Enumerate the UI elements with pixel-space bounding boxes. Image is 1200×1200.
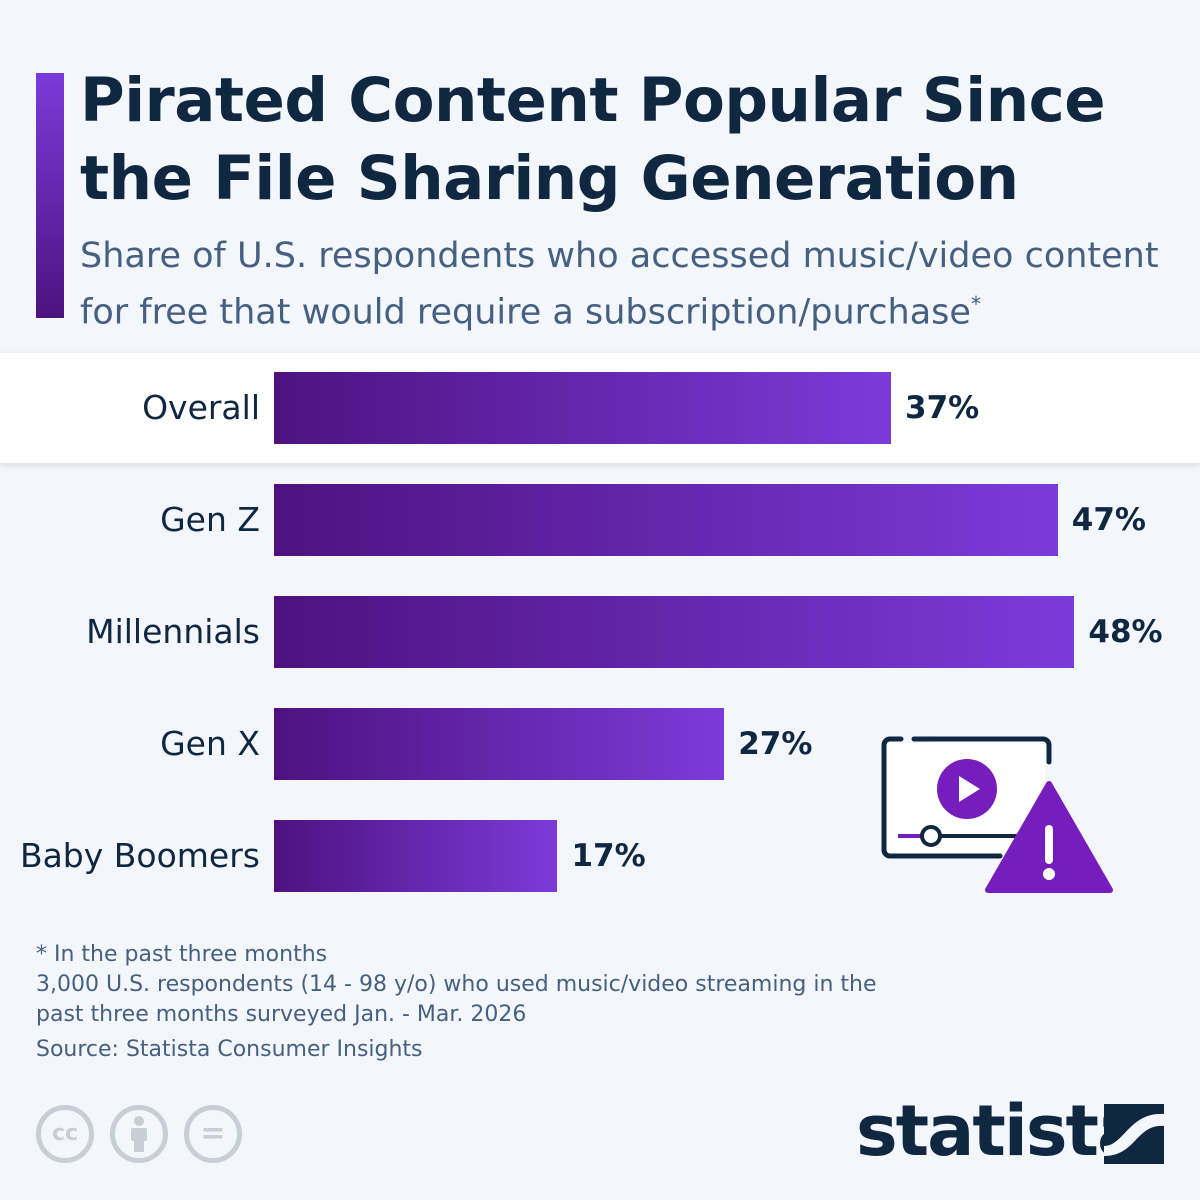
footnotes: * In the past three months 3,000 U.S. re… xyxy=(36,940,877,1030)
category-label: Millennials xyxy=(86,612,260,651)
video-warning-icon xyxy=(881,736,1113,893)
value-label: 17% xyxy=(571,838,646,874)
bar xyxy=(274,708,725,780)
title-accent-bar xyxy=(36,73,64,318)
footnote-sample: 3,000 U.S. respondents (14 - 98 y/o) who… xyxy=(36,972,877,997)
bar-row: Overall 37% xyxy=(0,372,1200,444)
statista-logo[interactable]: statista xyxy=(856,1090,1144,1172)
subtitle-asterisk: * xyxy=(970,292,981,316)
attribution-icon[interactable] xyxy=(110,1105,168,1163)
bar xyxy=(274,484,1058,556)
chart-title: Pirated Content Popular Since the File S… xyxy=(80,65,1106,214)
bar xyxy=(274,596,1075,668)
bar-row: Millennials 48% xyxy=(0,596,1200,668)
bar-row: Gen X 27% xyxy=(0,708,1200,780)
category-label: Gen Z xyxy=(160,500,260,539)
value-label: 37% xyxy=(905,390,980,426)
bar xyxy=(274,820,558,892)
bar-row: Gen Z 47% xyxy=(0,484,1200,556)
value-label: 27% xyxy=(738,726,813,762)
value-label: 48% xyxy=(1088,614,1163,650)
bar-row: Baby Boomers 17% xyxy=(0,820,1200,892)
footnote-asterisk: * In the past three months xyxy=(36,942,328,967)
chart-subtitle: Share of U.S. respondents who accessed m… xyxy=(80,232,1190,337)
category-label: Overall xyxy=(142,388,260,427)
category-label: Baby Boomers xyxy=(19,836,260,875)
footnote-sample-2: past three months surveyed Jan. - Mar. 2… xyxy=(36,1002,527,1027)
category-label: Gen X xyxy=(160,724,260,763)
statista-logo-mark xyxy=(1104,1104,1164,1164)
value-label: 47% xyxy=(1071,502,1146,538)
subtitle-text: Share of U.S. respondents who accessed m… xyxy=(80,236,1159,333)
bar xyxy=(274,372,891,444)
cc-license-icon[interactable]: cc xyxy=(36,1105,94,1163)
source: Source: Statista Consumer Insights xyxy=(36,1037,423,1062)
no-derivatives-icon[interactable]: = xyxy=(184,1105,242,1163)
